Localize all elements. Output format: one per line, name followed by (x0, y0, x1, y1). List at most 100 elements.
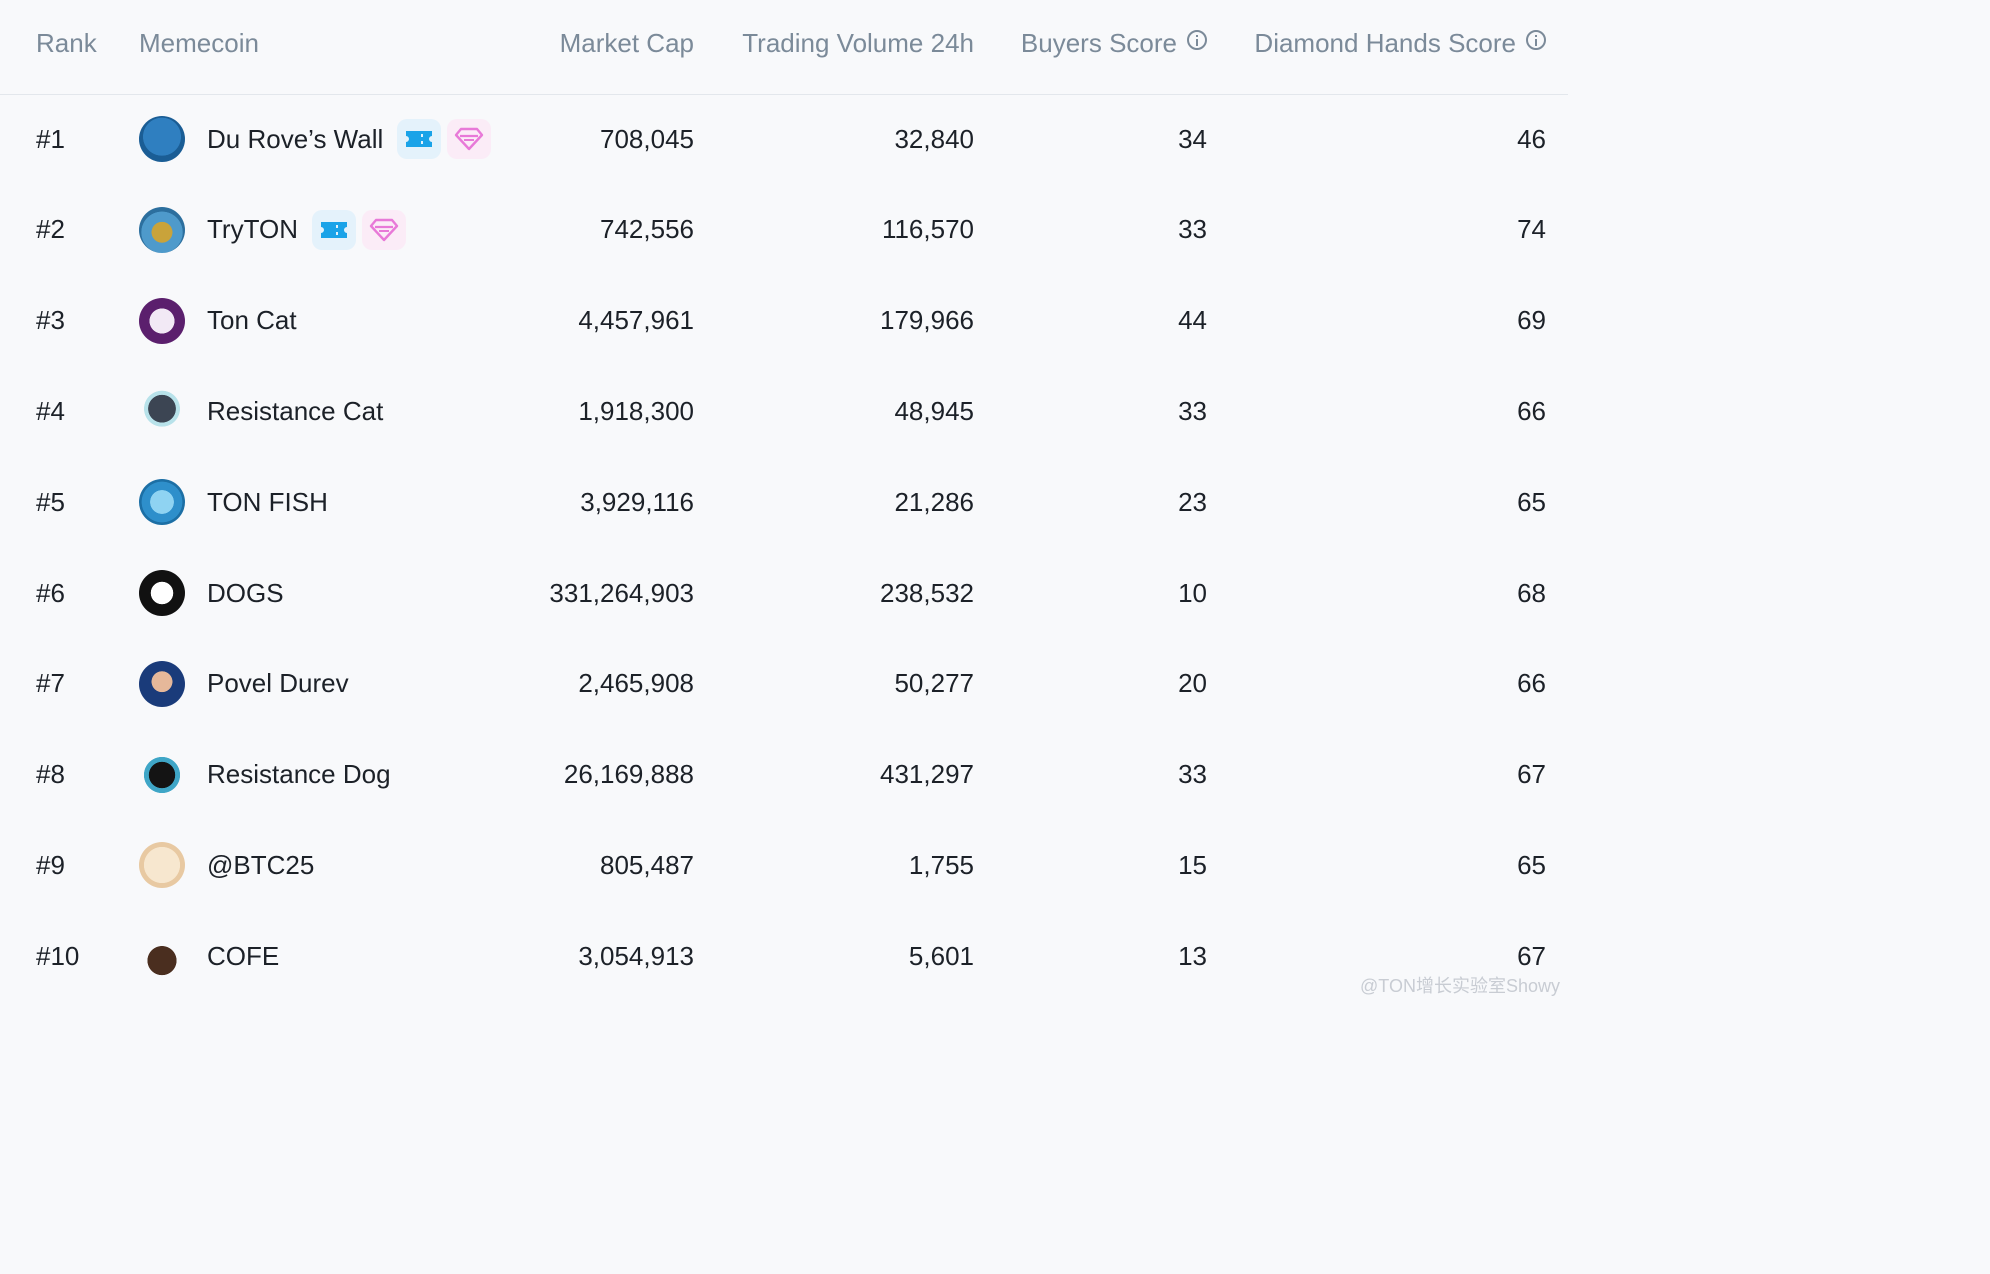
table-row[interactable]: #6 DOGS 331,264,903 238,532 10 68 (0, 548, 1568, 638)
memecoin-cell[interactable]: COFE (139, 911, 279, 1001)
market-cap-cell: 708,045 (600, 123, 694, 154)
buyers-score-cell: 44 (1178, 305, 1207, 336)
rank-cell: #9 (36, 849, 65, 880)
ticket-badge-icon[interactable] (312, 209, 356, 250)
memecoin-cell[interactable]: Ton Cat (139, 276, 297, 366)
buyers-score-cell: 13 (1178, 940, 1207, 971)
memecoin-name[interactable]: Resistance Dog (207, 759, 391, 790)
rank-cell: #5 (36, 486, 65, 517)
market-cap-cell: 4,457,961 (578, 305, 694, 336)
volume-column-header[interactable]: Trading Volume 24h (742, 28, 974, 59)
table-row[interactable]: #4 Resistance Cat 1,918,300 48,945 33 66 (0, 366, 1568, 456)
market-cap-cell: 1,918,300 (578, 395, 694, 426)
diamond-hands-score-cell: 65 (1517, 486, 1546, 517)
tryton-frog-avatar-icon (139, 206, 185, 253)
rank-cell: #4 (36, 395, 65, 426)
watermark: @TON增长实验室Showy (1360, 976, 1560, 996)
fish-avatar-icon (139, 479, 185, 526)
diamond-hands-score-cell: 74 (1517, 214, 1546, 245)
volume-cell: 431,297 (880, 759, 974, 790)
memecoin-cell[interactable]: Resistance Dog (139, 730, 391, 820)
volume-cell: 5,601 (908, 940, 974, 971)
buyers-score-cell: 34 (1178, 123, 1207, 154)
memecoin-name[interactable]: Du Rove’s Wall (207, 123, 384, 154)
memecoin-cell[interactable]: Povel Durev (139, 639, 349, 729)
buyers-score-cell: 33 (1178, 759, 1207, 790)
rank-cell: #1 (36, 123, 65, 154)
diamond-badge-icon[interactable] (362, 209, 406, 250)
market-cap-cell: 805,487 (600, 849, 694, 880)
buyers-score-column-header[interactable]: Buyers Score (1021, 28, 1207, 59)
volume-header-label: Trading Volume 24h (742, 28, 974, 58)
volume-cell: 21,286 (894, 486, 974, 517)
diamond-hands-score-cell: 68 (1517, 577, 1546, 608)
diamond-hands-score-cell: 67 (1517, 940, 1546, 971)
shiba-avatar-icon (139, 842, 185, 889)
resistance-cat-avatar-icon (139, 388, 185, 435)
memecoin-cell[interactable]: @BTC25 (139, 820, 314, 910)
memecoin-cell[interactable]: TryTON (139, 185, 406, 275)
memecoin-column-header[interactable]: Memecoin (139, 28, 259, 59)
memecoin-cell[interactable]: Resistance Cat (139, 366, 383, 456)
market-cap-cell: 3,929,116 (580, 486, 694, 517)
volume-cell: 238,532 (880, 577, 974, 608)
man-avatar-icon (139, 660, 185, 707)
buyers-score-cell: 33 (1178, 214, 1207, 245)
diamond-hands-score-cell: 67 (1517, 759, 1546, 790)
diamond-badge-icon[interactable] (447, 119, 492, 159)
buyers-score-cell: 20 (1178, 668, 1207, 699)
table-row[interactable]: #1 Du Rove’s Wall 708,045 32,840 34 46 (0, 94, 1568, 184)
diamond-hands-score-cell: 66 (1517, 668, 1546, 699)
diamond-hands-score-cell: 69 (1517, 305, 1546, 336)
hooded-dog-avatar-icon (139, 751, 185, 798)
volume-cell: 50,277 (894, 668, 974, 699)
table-row[interactable]: #10 COFE 3,054,913 5,601 13 67 (0, 911, 1568, 1001)
memecoin-name[interactable]: Ton Cat (207, 305, 297, 336)
table-row[interactable]: #5 TON FISH 3,929,116 21,286 23 65 (0, 457, 1568, 547)
info-icon[interactable] (1526, 29, 1546, 50)
rank-cell: #6 (36, 577, 65, 608)
buyers-score-cell: 10 (1178, 577, 1207, 608)
volume-cell: 32,840 (894, 123, 974, 154)
rank-column-header[interactable]: Rank (36, 28, 97, 59)
memecoin-cell[interactable]: DOGS (139, 548, 284, 638)
memecoin-name[interactable]: TryTON (207, 214, 298, 245)
market-cap-cell: 742,556 (600, 214, 694, 245)
memecoin-name[interactable]: Povel Durev (207, 668, 349, 699)
cat-avatar-icon (139, 297, 185, 344)
rank-cell: #10 (36, 940, 80, 971)
diamond-hands-header-label: Diamond Hands Score (1254, 28, 1516, 58)
diamond-hands-score-column-header[interactable]: Diamond Hands Score (1254, 28, 1546, 59)
pixel-man-avatar-icon (139, 116, 185, 162)
memecoin-name[interactable]: TON FISH (207, 486, 328, 517)
volume-cell: 179,966 (880, 305, 974, 336)
memecoin-cell[interactable]: Du Rove’s Wall (139, 94, 492, 184)
table-row[interactable]: #8 Resistance Dog 26,169,888 431,297 33 67 (0, 730, 1568, 820)
memecoin-leaderboard-table: Rank Memecoin Market Cap Trading Volume … (0, 0, 1568, 980)
memecoin-name[interactable]: COFE (207, 940, 280, 971)
volume-cell: 116,570 (881, 214, 974, 245)
volume-cell: 1,755 (908, 849, 974, 880)
info-icon[interactable] (1187, 29, 1207, 50)
buyers-score-cell: 15 (1178, 849, 1207, 880)
memecoin-name[interactable]: @BTC25 (207, 849, 315, 880)
memecoin-cell[interactable]: TON FISH (139, 457, 328, 547)
dog-avatar-icon (139, 570, 185, 616)
ticket-badge-icon[interactable] (397, 119, 442, 159)
diamond-hands-score-cell: 66 (1517, 395, 1546, 426)
coffee-cup-avatar-icon (139, 933, 185, 980)
badge-group (397, 119, 492, 159)
rank-cell: #2 (36, 214, 65, 245)
table-row[interactable]: #2 TryTON 742,556 116,570 33 74 (0, 185, 1568, 275)
memecoin-name[interactable]: Resistance Cat (207, 395, 384, 426)
table-row[interactable]: #9 @BTC25 805,487 1,755 15 65 (0, 820, 1568, 910)
table-row[interactable]: #7 Povel Durev 2,465,908 50,277 20 66 (0, 639, 1568, 729)
table-header: Rank Memecoin Market Cap Trading Volume … (0, 0, 1568, 95)
market-cap-cell: 2,465,908 (578, 668, 694, 699)
rank-cell: #3 (36, 305, 65, 336)
market-cap-cell: 26,169,888 (563, 759, 694, 790)
table-row[interactable]: #3 Ton Cat 4,457,961 179,966 44 69 (0, 276, 1568, 366)
market-cap-column-header[interactable]: Market Cap (560, 28, 694, 59)
market-cap-header-label: Market Cap (559, 28, 694, 58)
memecoin-name[interactable]: DOGS (207, 577, 284, 608)
